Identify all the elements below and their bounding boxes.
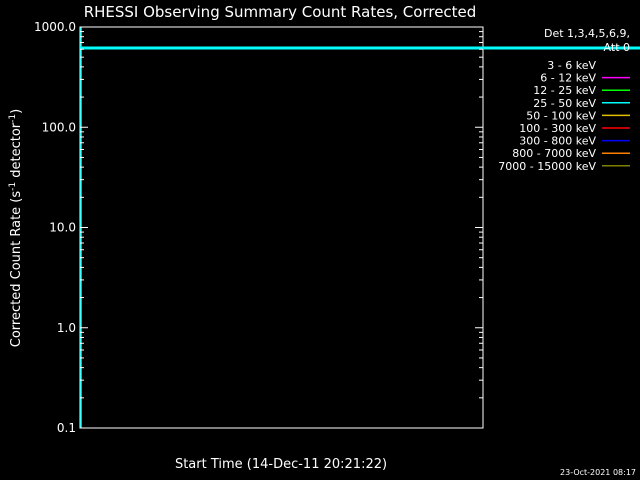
legend-label: 50 - 100 keV	[526, 109, 596, 122]
y-tick-label: 0.1	[57, 421, 76, 435]
y-tick-label: 10.0	[49, 221, 76, 235]
legend-label: 3 - 6 keV	[547, 59, 596, 72]
legend-label: 7000 - 15000 keV	[498, 160, 596, 173]
legend-title: Det 1,3,4,5,6,9,	[544, 27, 630, 40]
y-axis-label: Corrected Count Rate (s-1 detector-1)	[8, 109, 24, 347]
legend-label: 800 - 7000 keV	[512, 147, 596, 160]
y-tick-label: 1.0	[57, 321, 76, 335]
y-tick-label: 1000.0	[34, 20, 76, 34]
x-axis-label: Start Time (14-Dec-11 20:21:22)	[175, 457, 387, 472]
axis-ticks: 0.11.010.0100.01000.020:3020:4521:0021:1…	[34, 20, 483, 435]
legend-label: 6 - 12 keV	[540, 72, 596, 85]
y-tick-label: 100.0	[42, 120, 76, 134]
legend-label: 25 - 50 keV	[533, 97, 596, 110]
legend-label: 100 - 300 keV	[519, 122, 596, 135]
legend-subtitle: Att 0	[604, 41, 630, 54]
legend-label: 12 - 25 keV	[533, 84, 596, 97]
legend-label: 300 - 800 keV	[519, 135, 596, 148]
chart-title: RHESSI Observing Summary Count Rates, Co…	[84, 3, 477, 21]
timestamp: 23-Oct-2021 08:17	[560, 468, 636, 477]
